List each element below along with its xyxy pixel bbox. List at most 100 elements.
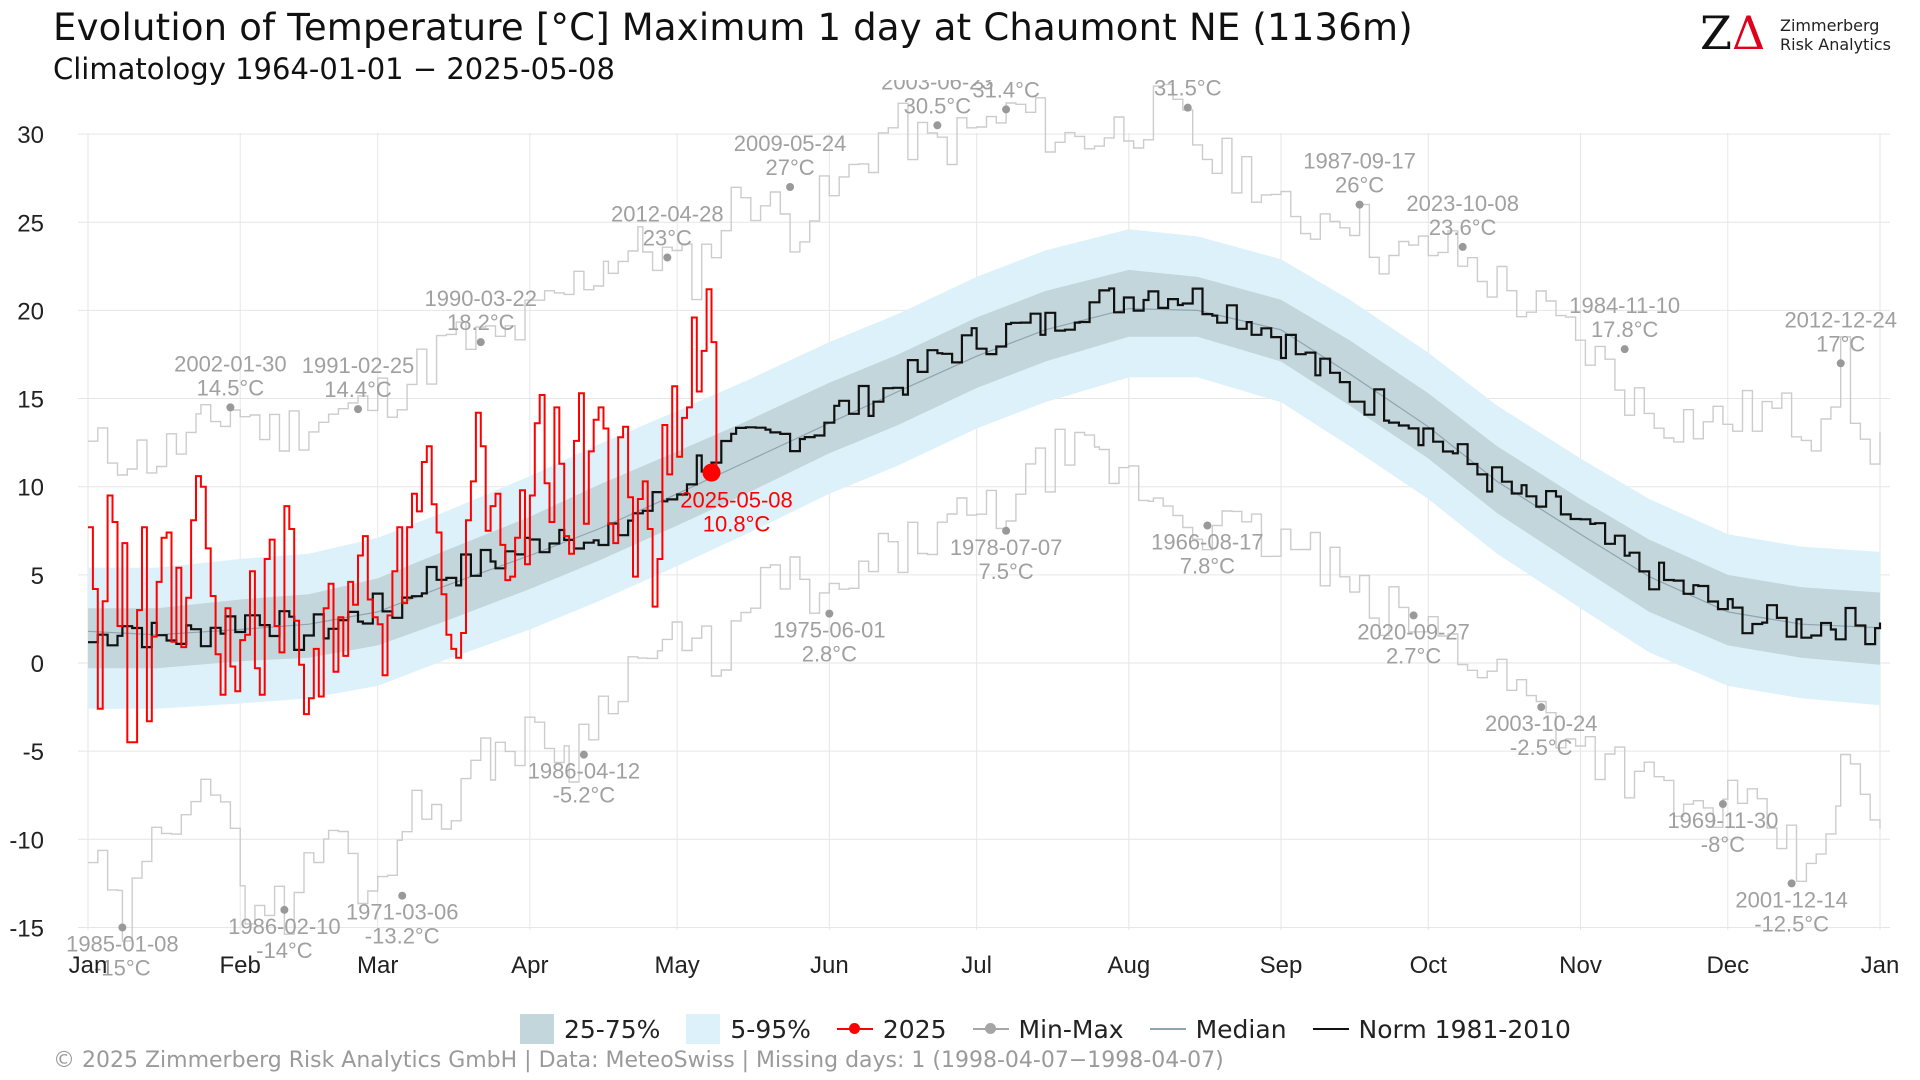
x-tick-label: Jul xyxy=(961,952,992,979)
current-date-label: 2025-05-08 xyxy=(680,488,793,513)
x-tick-label: Dec xyxy=(1706,952,1749,979)
extreme-date-label: 1969-11-30 xyxy=(1667,808,1778,833)
extreme-value-label: 27°C xyxy=(765,155,814,180)
y-tick-label: 25 xyxy=(17,210,44,237)
extreme-value-label: 17.8°C xyxy=(1591,317,1659,342)
x-tick-label: Jan xyxy=(69,952,108,979)
band-5-95 xyxy=(88,229,1880,709)
x-tick-label: May xyxy=(654,952,699,979)
extreme-point xyxy=(579,750,588,759)
legend-item: 2025 xyxy=(836,1014,947,1044)
legend-item: Min-Max xyxy=(972,1014,1124,1044)
extreme-value-label: 31.4°C xyxy=(972,80,1040,102)
extreme-value-label: 14.4°C xyxy=(324,377,392,402)
logo-mark-icon: ZΔ xyxy=(1700,10,1765,56)
extreme-value-label: 7.8°C xyxy=(1180,553,1235,578)
extreme-point xyxy=(1203,521,1212,530)
extreme-date-label: 2003-10-24 xyxy=(1485,711,1598,736)
extreme-date-label: 2002-01-30 xyxy=(174,351,287,376)
chart-legend: 25-75% 5-95% 2025 Min-Max Median Norm 1981-20… xyxy=(520,1012,1597,1046)
extreme-date-label: 1990-03-22 xyxy=(424,286,537,311)
extreme-value-label: 26°C xyxy=(1335,173,1384,198)
extreme-point xyxy=(1537,703,1546,712)
x-tick-label: Jan xyxy=(1861,952,1900,979)
extreme-date-label: 2003-06-23 xyxy=(881,80,994,94)
logo-text-line2: Risk Analytics xyxy=(1780,35,1891,54)
extreme-value-label: 23.6°C xyxy=(1429,215,1497,240)
y-tick-label: 10 xyxy=(17,475,44,502)
min-record-line xyxy=(88,428,1881,942)
extreme-value-label: 2.7°C xyxy=(1386,643,1441,668)
extreme-point xyxy=(1002,105,1011,114)
extreme-value-label: 14.5°C xyxy=(197,375,265,400)
norm-line xyxy=(88,287,1882,651)
current-point xyxy=(702,463,721,482)
y-tick-label: 0 xyxy=(31,651,44,678)
extreme-value-label: 31.5°C xyxy=(1154,80,1222,101)
extreme-value-label: 7.5°C xyxy=(978,559,1033,584)
legend-label: 2025 xyxy=(882,1014,947,1044)
extreme-point xyxy=(354,405,363,414)
extreme-value-label: 17°C xyxy=(1816,331,1865,356)
extreme-date-label: 1991-02-25 xyxy=(302,353,415,378)
extreme-point xyxy=(1718,800,1727,809)
extreme-point xyxy=(1620,345,1629,354)
x-tick-label: Sep xyxy=(1260,952,1303,979)
extreme-value-label: -2.5°C xyxy=(1510,735,1573,760)
extreme-point xyxy=(663,253,672,262)
y-tick-label: 20 xyxy=(17,298,44,325)
extreme-date-label: 2001-12-14 xyxy=(1735,887,1848,912)
y-tick-label: 15 xyxy=(17,387,44,414)
legend-item: 25-75% xyxy=(520,1014,660,1044)
extreme-value-label: -8°C xyxy=(1701,832,1745,857)
footer-credits: © 2025 Zimmerberg Risk Analytics GmbH | … xyxy=(53,1048,1224,1073)
legend-label: Median xyxy=(1195,1014,1287,1044)
extreme-date-label: 1986-02-10 xyxy=(228,914,341,939)
extreme-point xyxy=(1183,103,1192,112)
legend-swatch xyxy=(520,1014,554,1044)
extreme-date-label: 2020-09-27 xyxy=(1357,619,1470,644)
legend-label: 5-95% xyxy=(730,1014,811,1044)
extreme-date-label: 2012-12-24 xyxy=(1784,307,1897,332)
logo-text: Zimmerberg Risk Analytics xyxy=(1780,16,1891,54)
legend-line-icon xyxy=(1149,1019,1186,1039)
current-year-line xyxy=(88,288,718,744)
extreme-date-label: 1971-03-06 xyxy=(346,900,459,925)
extreme-point xyxy=(1002,526,1011,535)
extreme-value-label: 2.8°C xyxy=(802,642,857,667)
extreme-date-label: 2009-05-24 xyxy=(734,131,847,156)
chart-subtitle: Climatology 1964-01-01 − 2025-05-08 xyxy=(53,52,615,86)
y-tick-label: -5 xyxy=(23,739,44,766)
extreme-value-label: -12.5°C xyxy=(1754,911,1829,936)
extreme-date-label: 1975-06-01 xyxy=(773,618,886,643)
y-tick-label: -15 xyxy=(9,915,44,942)
extreme-date-label: 1987-09-17 xyxy=(1303,149,1416,174)
extreme-point xyxy=(1787,879,1796,888)
legend-label: 25-75% xyxy=(564,1014,661,1044)
y-tick-label: 30 xyxy=(17,122,44,149)
extreme-point xyxy=(1458,242,1467,251)
extreme-date-label: 2023-10-08 xyxy=(1406,191,1519,216)
logo-text-line1: Zimmerberg xyxy=(1780,16,1880,35)
extreme-point xyxy=(825,609,834,618)
extreme-date-label: 2012-04-28 xyxy=(611,202,724,227)
extreme-value-label: -13.2°C xyxy=(365,924,440,949)
extreme-value-label: 18.2°C xyxy=(447,310,515,335)
current-value-label: 10.8°C xyxy=(703,512,771,537)
x-tick-label: Oct xyxy=(1410,952,1448,979)
extreme-point xyxy=(933,121,942,130)
x-tick-label: Mar xyxy=(357,952,398,979)
x-tick-label: Aug xyxy=(1107,952,1150,979)
legend-label: Min-Max xyxy=(1018,1014,1124,1044)
chart-title: Evolution of Temperature [°C] Maximum 1 … xyxy=(53,6,1413,49)
extreme-date-label: 1978-07-07 xyxy=(950,535,1063,560)
median-line xyxy=(87,307,1881,636)
extreme-value-label: -15°C xyxy=(94,955,151,980)
legend-line-stroke xyxy=(1149,1028,1186,1030)
extreme-point xyxy=(1409,611,1418,620)
legend-line-icon xyxy=(972,1019,1009,1039)
extreme-value-label: -14°C xyxy=(256,938,313,963)
extreme-date-label: 1986-04-12 xyxy=(528,759,641,784)
extreme-point xyxy=(118,923,127,932)
